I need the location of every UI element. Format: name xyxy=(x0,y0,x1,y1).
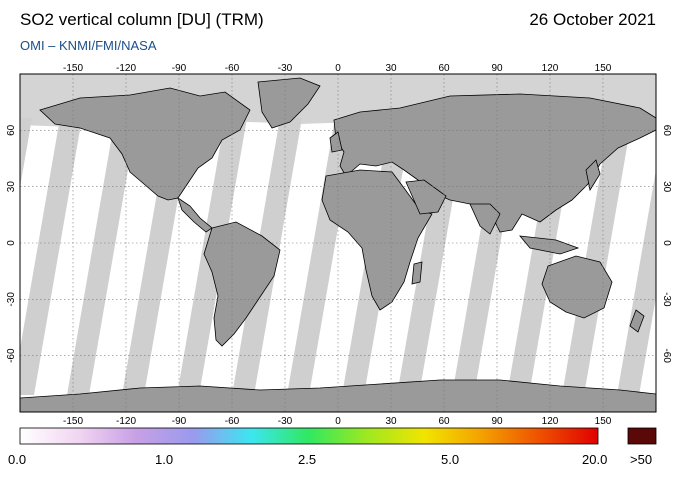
bottom-lon-label: 90 xyxy=(491,416,503,427)
top-lon-label: -30 xyxy=(278,63,293,74)
colorbar-label-4: 20.0 xyxy=(582,452,608,467)
orbit-gap-swath-2 xyxy=(67,118,137,395)
top-lon-label: 120 xyxy=(542,63,559,74)
australia xyxy=(541,255,613,319)
bottom-lon-label: -120 xyxy=(116,416,136,427)
bottom-lon-label: -30 xyxy=(278,416,293,427)
left-lat-label: -60 xyxy=(6,348,17,363)
top-lon-label: -60 xyxy=(225,63,240,74)
right-lat-label: 30 xyxy=(661,181,672,193)
antarctica xyxy=(20,379,656,412)
uk xyxy=(329,131,343,153)
top-lon-label: 60 xyxy=(438,63,450,74)
map-date: 26 October 2021 xyxy=(529,10,656,29)
new-zealand xyxy=(629,309,645,333)
arabia xyxy=(405,179,447,215)
japan xyxy=(585,159,601,192)
orbit-gap-swath-11 xyxy=(562,118,632,395)
colorbar-label-3: 5.0 xyxy=(441,452,460,467)
map-title: SO2 vertical column [DU] (TRM) xyxy=(20,10,264,29)
bottom-lon-label: 0 xyxy=(335,416,341,427)
orbit-gap-swaths xyxy=(20,118,656,395)
top-lon-label: -90 xyxy=(172,63,187,74)
india xyxy=(469,203,501,235)
bottom-lon-labels: -150 -120 -90 -60 -30 0 30 60 90 120 150 xyxy=(63,416,612,427)
bottom-lon-label: -90 xyxy=(172,416,187,427)
north-america xyxy=(39,87,251,201)
right-lat-labels: 60 30 0 -30 -60 xyxy=(661,125,672,364)
orbit-gap-swath-1 xyxy=(20,118,82,395)
colorbar-over-swatch xyxy=(627,427,657,445)
left-lat-label: 30 xyxy=(6,181,17,193)
greenland xyxy=(257,77,321,129)
bottom-lon-label: 30 xyxy=(385,416,397,427)
map-frame xyxy=(19,73,657,413)
top-lon-labels: -150 -120 -90 -60 -30 0 30 60 90 120 150 xyxy=(63,63,612,74)
bottom-lon-label: -60 xyxy=(225,416,240,427)
right-lat-label: -60 xyxy=(661,348,672,363)
eurasia xyxy=(333,93,656,233)
bottom-lon-label: 150 xyxy=(595,416,612,427)
colorbar-label-2: 2.5 xyxy=(298,452,317,467)
left-lat-label: -30 xyxy=(6,292,17,307)
orbit-gap-swath-12 xyxy=(617,169,656,395)
right-lat-label: 60 xyxy=(661,125,672,137)
left-lat-label: 60 xyxy=(6,124,17,136)
bottom-lon-label: 60 xyxy=(438,416,450,427)
top-lon-label: -120 xyxy=(116,63,136,74)
right-lat-label: -30 xyxy=(661,292,672,307)
top-lon-label: 90 xyxy=(491,63,503,74)
bottom-lon-label: -150 xyxy=(63,416,83,427)
continents xyxy=(20,77,656,412)
africa xyxy=(321,169,433,311)
right-lat-label: 0 xyxy=(661,240,672,246)
graticule xyxy=(20,74,656,412)
colorbar-label-5: >50 xyxy=(630,452,653,467)
top-lon-label: 30 xyxy=(385,63,397,74)
bottom-lon-label: 120 xyxy=(542,416,559,427)
left-lat-labels: 60 30 0 -30 -60 xyxy=(6,124,17,363)
data-source: OMI – KNMI/FMI/NASA xyxy=(20,38,157,53)
colorbar-label-0: 0.0 xyxy=(8,452,27,467)
top-lon-label: -150 xyxy=(63,63,83,74)
madagascar xyxy=(411,261,423,285)
central-america xyxy=(177,197,213,233)
colorbar-label-1: 1.0 xyxy=(155,452,174,467)
top-lon-label: 0 xyxy=(335,63,341,74)
left-lat-label: 0 xyxy=(6,240,17,246)
orbit-gap-swath-0 xyxy=(20,118,32,188)
south-america xyxy=(203,221,281,347)
colorbar xyxy=(19,427,599,445)
top-lon-label: 150 xyxy=(595,63,612,74)
